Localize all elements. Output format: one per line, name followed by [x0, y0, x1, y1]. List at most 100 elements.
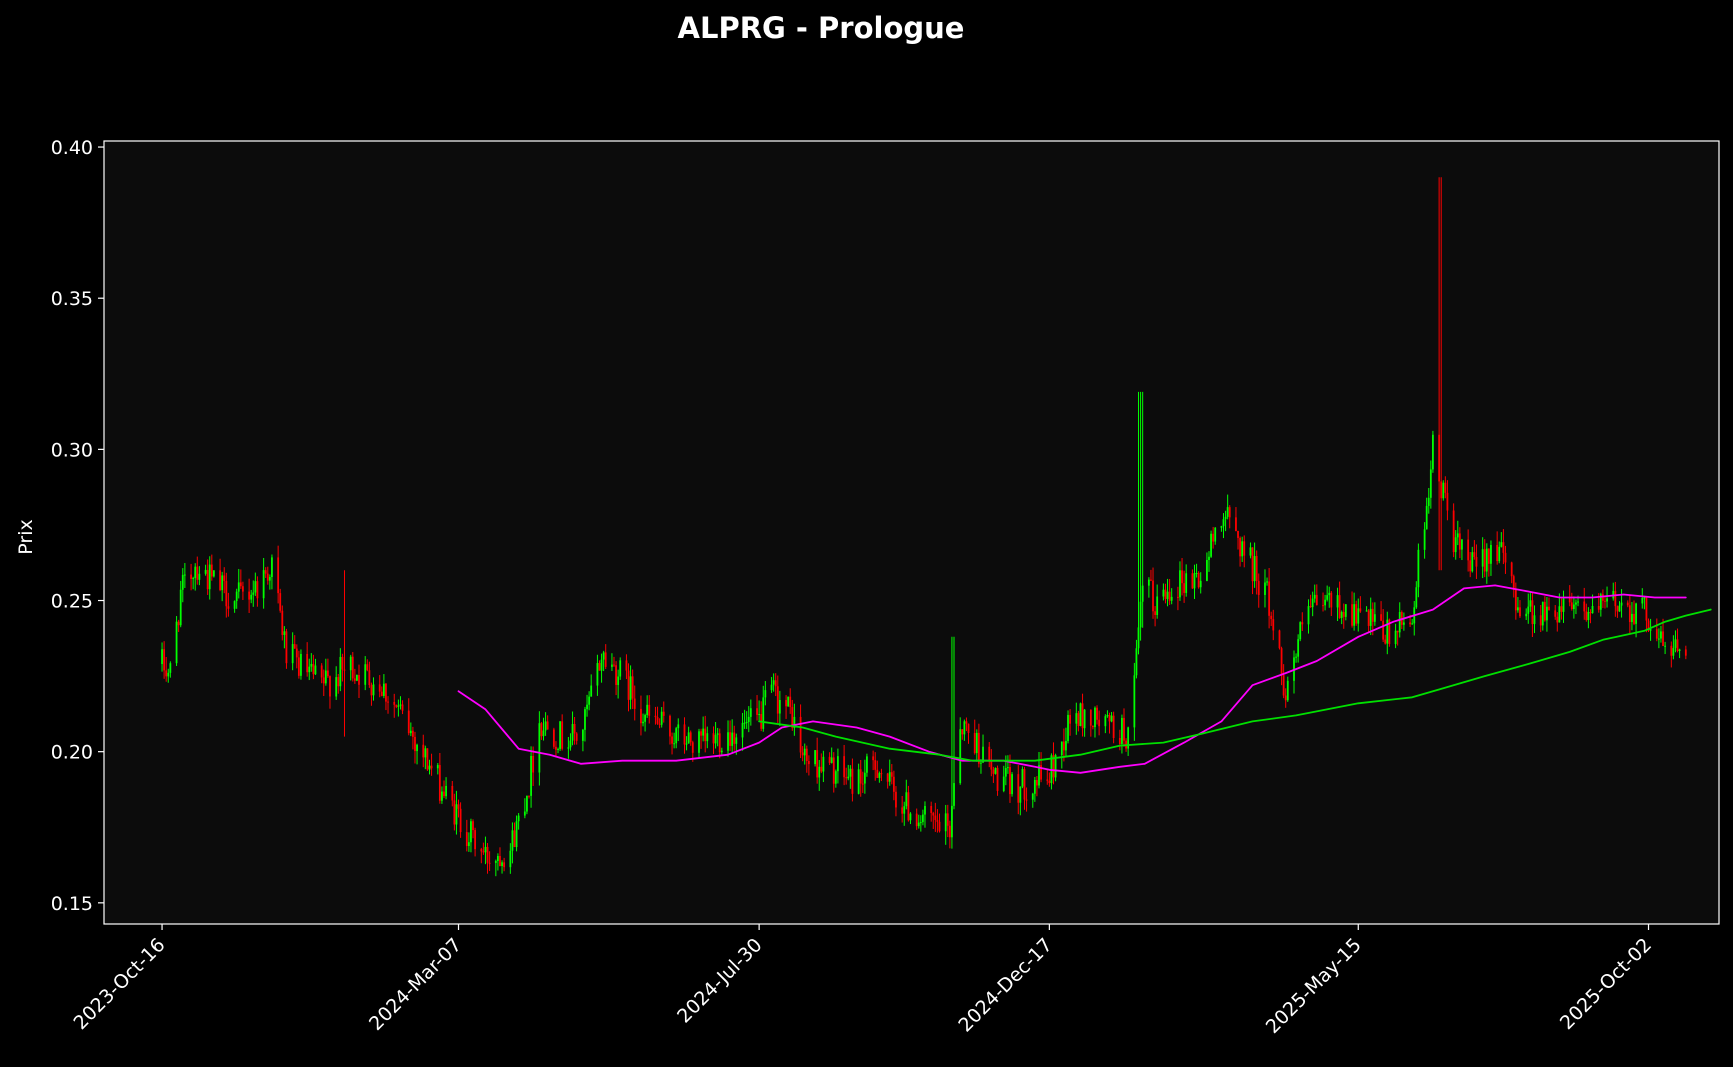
candle-body-491 — [1585, 611, 1588, 621]
candle-body-23 — [225, 580, 228, 607]
y-tick-label-4: 0.35 — [51, 288, 93, 310]
candle-body-244 — [866, 756, 868, 773]
candle-body-504 — [1620, 602, 1623, 606]
candle-body-521 — [1672, 647, 1675, 656]
candle-body-136 — [555, 746, 557, 750]
candle-body-264 — [924, 806, 926, 815]
candle-body-213 — [776, 686, 779, 714]
candle-body-433 — [1415, 587, 1418, 608]
candle-body-73 — [370, 685, 373, 696]
candle-body-399 — [1315, 594, 1318, 606]
candle-body-341 — [1150, 579, 1152, 581]
candle-body-91 — [424, 748, 427, 758]
candle-body-267 — [934, 815, 937, 821]
candle-body-401 — [1324, 599, 1326, 606]
candle-body-298 — [1023, 769, 1026, 800]
candle-body-70 — [364, 664, 367, 685]
candle-body-502 — [1616, 606, 1619, 612]
candle-body-247 — [876, 769, 879, 778]
candle-body-466 — [1512, 576, 1515, 590]
candle-body-190 — [712, 733, 715, 744]
candle-body-32 — [252, 592, 255, 595]
candle-body-396 — [1309, 606, 1312, 608]
candle-body-274 — [953, 783, 955, 806]
candle-body-381 — [1266, 581, 1268, 583]
candle-body-296 — [1019, 786, 1022, 803]
candle-body-138 — [559, 721, 561, 749]
y-tick-label-3: 0.30 — [51, 439, 93, 461]
candle-body-219 — [793, 716, 796, 728]
candle-body-352 — [1181, 570, 1183, 584]
candle-body-199 — [735, 737, 738, 744]
candle-body-418 — [1371, 608, 1374, 622]
candle-body-483 — [1560, 606, 1563, 612]
candle-body-317 — [1079, 703, 1082, 726]
candle-body-19 — [212, 570, 215, 577]
candle-body-22 — [223, 575, 226, 581]
candle-body-270 — [944, 813, 947, 832]
candle-body-87 — [412, 730, 414, 737]
candle-body-113 — [486, 846, 489, 863]
candle-body-430 — [1409, 622, 1411, 625]
candle-body-436 — [1425, 505, 1428, 530]
candle-body-284 — [982, 746, 984, 763]
candle-body-9 — [183, 574, 186, 576]
candle-body-467 — [1514, 589, 1517, 611]
candle-body-278 — [965, 721, 968, 724]
candle-body-256 — [903, 806, 906, 814]
candle-body-25 — [233, 601, 236, 609]
candle-body-443 — [1444, 482, 1447, 493]
candle-body-437 — [1427, 497, 1430, 506]
candle-body-230 — [828, 756, 831, 763]
candle-body-306 — [1048, 780, 1051, 784]
candle-body-48 — [297, 657, 300, 676]
candle-body-285 — [988, 746, 991, 761]
candle-body-269 — [938, 821, 941, 832]
candle-body-448 — [1458, 533, 1461, 550]
candle-body-181 — [685, 743, 688, 745]
candle-body-370 — [1235, 517, 1237, 532]
candle-body-305 — [1046, 779, 1049, 781]
moving-average-short-line — [457, 584, 1687, 774]
candle-body-109 — [474, 830, 476, 850]
candle-body-194 — [720, 750, 723, 753]
candle-body-6 — [177, 621, 180, 626]
candle-body-186 — [700, 731, 702, 736]
candle-body-105 — [465, 832, 468, 847]
candle-body-371 — [1237, 531, 1239, 538]
candle-body-397 — [1311, 598, 1314, 608]
candle-body-507 — [1631, 613, 1633, 623]
candle-body-434 — [1417, 549, 1420, 588]
candle-body-295 — [1017, 774, 1020, 803]
candle-body-66 — [351, 656, 354, 679]
candle-body-446 — [1454, 537, 1457, 553]
candle-body-83 — [399, 704, 402, 706]
candle-body-18 — [210, 564, 213, 577]
candle-body-474 — [1533, 615, 1536, 625]
candle-body-415 — [1365, 610, 1368, 612]
candle-body-43 — [283, 631, 286, 635]
candle-body-53 — [312, 663, 315, 675]
candle-body-360 — [1206, 559, 1208, 581]
candle-body-444 — [1446, 492, 1449, 511]
candle-body-185 — [698, 731, 700, 753]
candle-body-393 — [1299, 622, 1302, 640]
candle-body-44 — [285, 631, 288, 664]
candle-body-82 — [397, 705, 400, 707]
candle-body-440 — [1438, 434, 1441, 482]
candle-body-262 — [919, 822, 922, 824]
candle-body-385 — [1278, 630, 1281, 649]
candle-body-173 — [660, 711, 663, 725]
candle-body-54 — [314, 665, 317, 675]
candle-body-216 — [787, 696, 790, 707]
candle-body-161 — [627, 670, 630, 700]
candle-body-421 — [1382, 620, 1385, 640]
candle-body-406 — [1338, 595, 1341, 618]
candle-body-168 — [646, 704, 649, 716]
candle-body-1 — [163, 649, 166, 671]
y-tick-label-0: 0.15 — [51, 893, 93, 915]
candle-body-476 — [1541, 601, 1544, 626]
candle-body-379 — [1257, 580, 1260, 595]
candle-body-316 — [1077, 713, 1080, 726]
candle-body-131 — [540, 723, 543, 737]
